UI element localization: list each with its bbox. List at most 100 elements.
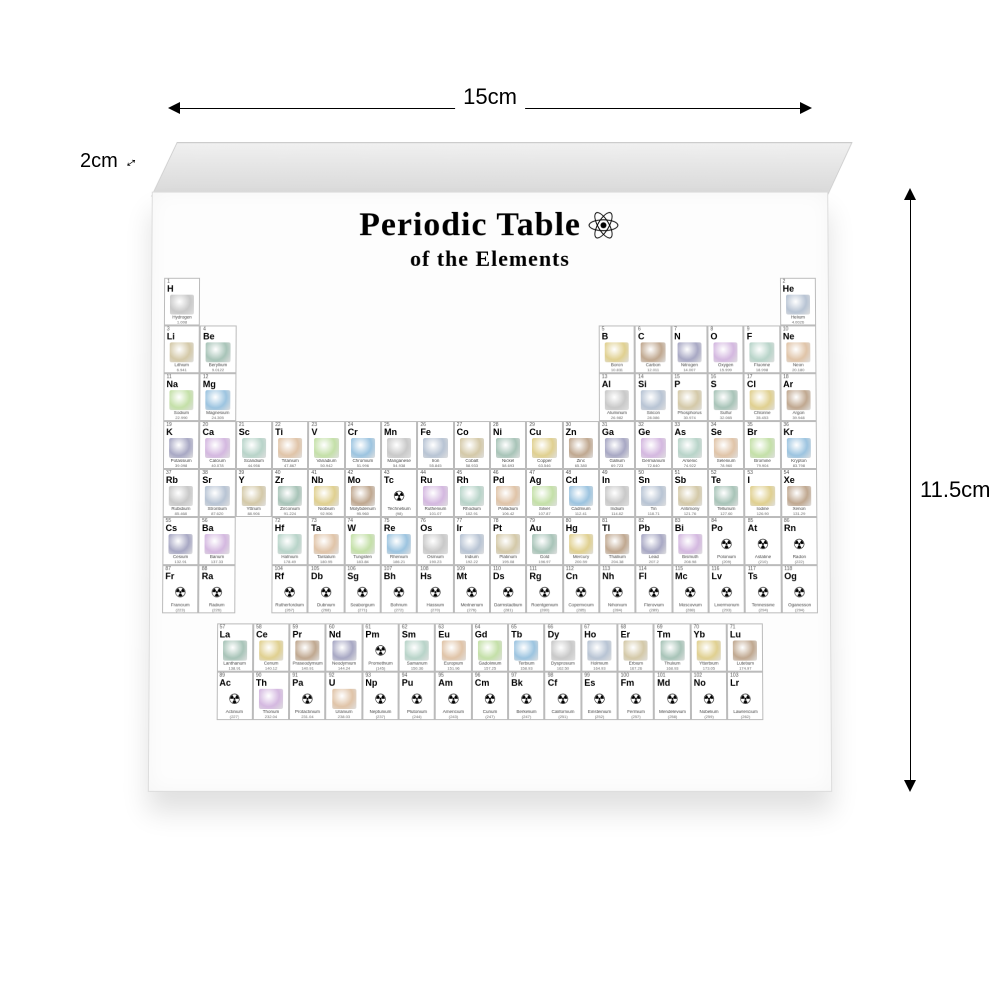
- blank-cell: [309, 325, 345, 373]
- blank-cell: [526, 325, 562, 373]
- element-cell-Fl: 114FlFlerovium(289): [636, 565, 673, 613]
- element-cell-Y: 39YYttrium88.906: [235, 469, 272, 517]
- blank-cell: [526, 278, 562, 326]
- element-cell-F: 9FFluorine18.998: [744, 325, 780, 373]
- element-cell-Ts: 117TsTennessine(294): [745, 565, 782, 613]
- element-cell-N: 7NNitrogen14.007: [671, 325, 707, 373]
- blank-cell: [236, 373, 272, 421]
- element-cell-Al: 13AlAluminum26.982: [599, 373, 635, 421]
- element-cell-Ac: 89AcActinium(227): [216, 672, 253, 720]
- element-cell-Kr: 36KrKrypton83.798: [780, 421, 817, 469]
- element-cell-Nb: 41NbNiobium92.906: [308, 469, 345, 517]
- blank-cell: [272, 325, 308, 373]
- dimension-height: 11.5cm: [890, 190, 950, 790]
- element-cell-Ru: 44RuRuthenium101.07: [417, 469, 453, 517]
- blank-cell: [235, 517, 272, 565]
- element-cell-Cm: 96CmCurium(247): [472, 672, 509, 720]
- block-front-face: Periodic Table of the Elements 1HHydroge…: [148, 192, 832, 792]
- element-cell-Cs: 55CsCesium132.91: [162, 517, 199, 565]
- element-cell-Eu: 63EuEuropium151.96: [435, 623, 472, 671]
- element-cell-Cr: 24CrChromium51.996: [345, 421, 381, 469]
- atom-icon: [587, 208, 621, 242]
- periodic-table: 1HHydrogen1.0082HeHelium4.00263LiLithium…: [161, 278, 818, 720]
- element-cell-V: 23VVanadium50.942: [308, 421, 344, 469]
- element-cell-W: 74WTungsten183.84: [344, 517, 381, 565]
- element-cell-Pb: 82PbLead207.2: [635, 517, 672, 565]
- blank-cell: [345, 325, 381, 373]
- blank-cell: [381, 278, 417, 326]
- element-cell-As: 33AsArsenic74.922: [672, 421, 708, 469]
- element-cell-O: 8OOxygen15.999: [707, 325, 743, 373]
- element-cell-Lr: 103LrLawrencium(262): [727, 672, 764, 720]
- element-cell-Tl: 81TlThallium204.38: [599, 517, 636, 565]
- element-cell-K: 19KPotassium39.098: [163, 421, 200, 469]
- element-cell-Cf: 98CfCalifornium(251): [545, 672, 582, 720]
- blank-cell: [635, 278, 671, 326]
- element-cell-Lv: 116LvLivermorium(293): [708, 565, 745, 613]
- product-diagram: 15cm 2cm 11.5cm Periodic Table of the El…: [50, 90, 950, 910]
- element-cell-Cd: 48CdCadmium112.41: [563, 469, 599, 517]
- blank-cell: [562, 325, 598, 373]
- blank-cell: [272, 373, 308, 421]
- blank-cell: [381, 373, 417, 421]
- element-cell-Au: 79AuGold196.97: [526, 517, 562, 565]
- element-cell-U: 92UUranium238.03: [326, 672, 363, 720]
- element-cell-No: 102NoNobelium(259): [691, 672, 728, 720]
- element-cell-P: 15PPhosphorus30.974: [671, 373, 707, 421]
- element-cell-Am: 95AmAmericium(243): [435, 672, 472, 720]
- element-cell-Fm: 100FmFermium(257): [618, 672, 655, 720]
- element-cell-Ce: 58CeCerium140.12: [253, 623, 290, 671]
- dimension-height-label: 11.5cm: [920, 473, 991, 507]
- element-cell-At: 85AtAstatine(210): [745, 517, 782, 565]
- dimension-width-label: 15cm: [455, 84, 525, 110]
- blank-cell: [490, 373, 526, 421]
- element-cell-Zn: 30ZnZinc65.380: [563, 421, 599, 469]
- element-cell-Zr: 40ZrZirconium91.224: [272, 469, 309, 517]
- element-cell-Te: 52TeTellurium127.60: [708, 469, 745, 517]
- element-cell-Cn: 112CnCopernicium(285): [563, 565, 600, 613]
- element-cell-Pd: 46PdPalladium106.42: [490, 469, 526, 517]
- element-cell-Ga: 31GaGallium69.723: [599, 421, 635, 469]
- blank-cell: [418, 278, 454, 326]
- title-sub: of the Elements: [164, 246, 816, 272]
- block-top-face: [151, 142, 853, 196]
- element-cell-Ni: 28NiNickel58.693: [490, 421, 526, 469]
- element-cell-Be: 4BeBeryllium9.0122: [200, 325, 236, 373]
- element-cell-Ra: 88RaRadium(226): [198, 565, 235, 613]
- element-cell-Bk: 97BkBerkelium(247): [508, 672, 545, 720]
- element-cell-Pt: 78PtPlatinum195.08: [490, 517, 526, 565]
- element-cell-Lu: 71LuLutetium174.97: [727, 623, 764, 671]
- element-cell-C: 6CCarbon12.011: [635, 325, 671, 373]
- element-cell-Hf: 72HfHafnium178.49: [272, 517, 309, 565]
- element-cell-Sg: 106SgSeaborgium(271): [344, 565, 381, 613]
- element-cell-Fe: 26FeIron55.845: [417, 421, 453, 469]
- element-cell-Sn: 50SnTin118.71: [635, 469, 672, 517]
- blank-cell: [490, 325, 526, 373]
- element-cell-Dy: 66DyDysprosium162.50: [545, 623, 582, 671]
- element-cell-Pa: 91PaProtactinium231.04: [289, 672, 326, 720]
- element-cell-Sr: 38SrStrontium87.620: [199, 469, 236, 517]
- blank-cell: [417, 373, 453, 421]
- element-cell-Db: 105DbDubnium(268): [308, 565, 345, 613]
- element-cell-Rh: 45RhRhodium102.91: [454, 469, 490, 517]
- element-cell-Rb: 37RbRubidium85.468: [163, 469, 200, 517]
- blank-cell: [454, 325, 490, 373]
- element-cell-Ca: 20CaCalcium40.078: [199, 421, 236, 469]
- element-cell-Ho: 67HoHolmium164.93: [581, 623, 618, 671]
- element-cell-Np: 93NpNeptunium(237): [362, 672, 399, 720]
- blank-cell: [454, 373, 490, 421]
- blank-cell: [526, 373, 562, 421]
- element-cell-Hs: 108HsHassium(270): [417, 565, 453, 613]
- element-cell-Li: 3LiLithium6.941: [164, 325, 201, 373]
- blank-cell: [345, 278, 381, 326]
- element-cell-Ba: 56BaBarium137.33: [199, 517, 236, 565]
- element-cell-Mn: 25MnManganese54.938: [381, 421, 417, 469]
- element-cell-Mt: 109MtMeitnerium(276): [454, 565, 490, 613]
- element-cell-Mo: 42MoMolybdenum95.960: [345, 469, 381, 517]
- element-cell-Hg: 80HgMercury200.59: [563, 517, 599, 565]
- blank-cell: [308, 373, 344, 421]
- element-cell-Co: 27CoCobalt58.933: [454, 421, 490, 469]
- blank-cell: [381, 325, 417, 373]
- blank-cell: [599, 278, 635, 326]
- element-cell-Ir: 77IrIridium192.22: [454, 517, 490, 565]
